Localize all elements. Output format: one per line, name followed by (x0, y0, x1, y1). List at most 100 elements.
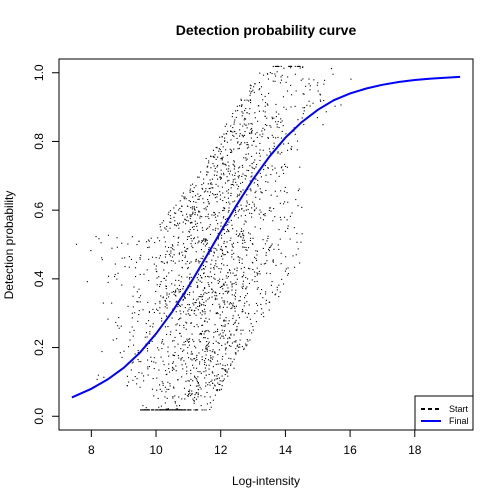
scatter-point (208, 218, 210, 220)
scatter-point (201, 409, 203, 411)
scatter-point (251, 216, 253, 218)
scatter-point (248, 146, 250, 148)
scatter-point (287, 76, 289, 78)
scatter-point (287, 142, 289, 144)
scatter-point (265, 174, 267, 176)
scatter-point (170, 247, 172, 249)
scatter-point (184, 250, 186, 252)
scatter-point (107, 318, 109, 320)
scatter-point (241, 175, 243, 177)
scatter-point (271, 134, 273, 136)
scatter-point (290, 148, 292, 150)
scatter-point (149, 331, 151, 333)
scatter-point (130, 369, 132, 371)
scatter-point (222, 258, 224, 260)
scatter-point (203, 202, 205, 204)
scatter-point (198, 389, 200, 391)
scatter-point (232, 315, 234, 317)
scatter-point (168, 253, 170, 255)
scatter-point (299, 65, 301, 67)
scatter-point (194, 397, 196, 399)
scatter-point (221, 380, 223, 382)
scatter-point (200, 304, 202, 306)
scatter-point (191, 206, 193, 208)
scatter-point (254, 83, 256, 85)
scatter-point (227, 341, 229, 343)
scatter-point (224, 324, 226, 326)
x-tick-label: 8 (88, 443, 95, 457)
scatter-point (160, 409, 162, 411)
scatter-point (224, 343, 226, 345)
scatter-point (219, 307, 221, 309)
scatter-point (299, 262, 301, 264)
scatter-point (228, 320, 230, 322)
scatter-point (253, 203, 255, 205)
scatter-point (230, 131, 232, 133)
scatter-point (208, 382, 210, 384)
scatter-point (170, 252, 172, 254)
scatter-point (229, 302, 231, 304)
scatter-point (224, 233, 226, 235)
scatter-point (177, 355, 179, 357)
scatter-point (136, 301, 138, 303)
scatter-point (209, 384, 211, 386)
scatter-point (257, 120, 259, 122)
scatter-point (96, 378, 98, 380)
scatter-point (212, 349, 214, 351)
scatter-point (138, 361, 140, 363)
scatter-point (213, 194, 215, 196)
scatter-point (136, 261, 138, 263)
scatter-point (148, 342, 150, 344)
scatter-point (201, 296, 203, 298)
scatter-point (195, 259, 197, 261)
scatter-point (139, 386, 141, 388)
scatter-point (200, 171, 202, 173)
scatter-point (190, 238, 192, 240)
scatter-point (250, 137, 252, 139)
scatter-point (229, 173, 231, 175)
scatter-point (232, 305, 234, 307)
legend: Start Final (414, 395, 474, 431)
scatter-point (176, 405, 178, 407)
scatter-point (249, 188, 251, 190)
scatter-point (303, 110, 305, 112)
scatter-point (241, 164, 243, 166)
scatter-point (242, 136, 244, 138)
scatter-point (188, 235, 190, 237)
scatter-point (243, 347, 245, 349)
scatter-point (187, 293, 189, 295)
scatter-point (211, 187, 213, 189)
scatter-point (216, 312, 218, 314)
scatter-point (193, 237, 195, 239)
scatter-point (198, 352, 200, 354)
scatter-point (291, 65, 293, 67)
scatter-point (233, 160, 235, 162)
scatter-point (90, 250, 92, 252)
scatter-point (251, 163, 253, 165)
scatter-point (240, 182, 242, 184)
scatter-point (172, 362, 174, 364)
scatter-point (280, 190, 282, 192)
scatter-point (177, 222, 179, 224)
scatter-point (199, 275, 201, 277)
scatter-point (223, 330, 225, 332)
scatter-point (193, 201, 195, 203)
scatter-point (167, 408, 169, 410)
scatter-point (165, 374, 167, 376)
scatter-point (233, 258, 235, 260)
scatter-point (236, 184, 238, 186)
scatter-point (228, 168, 230, 170)
scatter-point (177, 306, 179, 308)
scatter-point (150, 237, 152, 239)
scatter-point (244, 241, 246, 243)
scatter-point (191, 390, 193, 392)
scatter-point (190, 184, 192, 186)
scatter-point (197, 309, 199, 311)
scatter-point (199, 303, 201, 305)
scatter-point (198, 210, 200, 212)
scatter-point (200, 195, 202, 197)
scatter-point (227, 287, 229, 289)
scatter-point (216, 266, 218, 268)
scatter-point (256, 164, 258, 166)
scatter-point (206, 341, 208, 343)
